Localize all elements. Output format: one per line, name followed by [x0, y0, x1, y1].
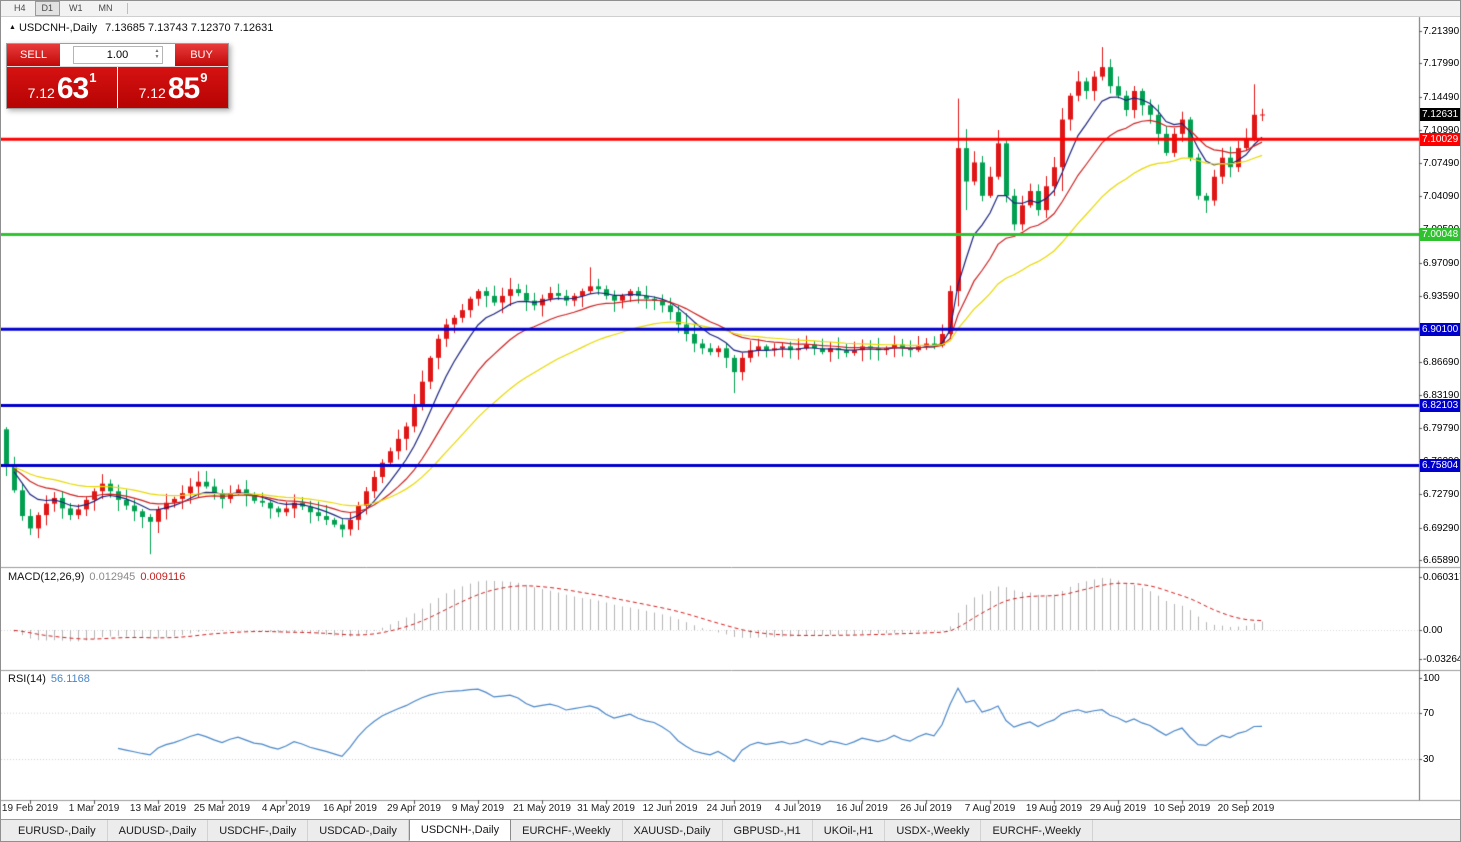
sell-price-superscript: 1 — [89, 70, 97, 85]
buy-price-big: 85 — [167, 72, 200, 105]
volume-down-arrow-icon[interactable]: ▼ — [154, 54, 160, 60]
chart-title: ▲ USDCNH-,Daily 7.13685 7.13743 7.12370 7.… — [9, 22, 273, 34]
volume-value: 1.00 — [106, 49, 129, 61]
period-button-h4[interactable]: H4 — [14, 3, 26, 13]
toolbar-divider — [126, 3, 128, 14]
chart-symbol-label: USDCNH-,Daily — [18, 22, 98, 34]
chart-tab-usdcad-daily[interactable]: USDCAD-,Daily — [308, 820, 409, 841]
chart-tab-audusd-daily[interactable]: AUDUSD-,Daily — [108, 820, 209, 841]
sell-price-big: 63 — [56, 72, 89, 105]
sell-button[interactable]: SELL — [7, 44, 60, 66]
chart-tab-eurchf-weekly[interactable]: EURCHF-,Weekly — [511, 820, 623, 841]
price-chart-canvas[interactable] — [1, 1, 1460, 821]
chart-ohlc-values: 7.13685 7.13743 7.12370 7.12631 — [105, 22, 274, 34]
period-button-d1[interactable]: D1 — [34, 1, 61, 16]
price-axis[interactable] — [1419, 17, 1460, 801]
chart-tab-usdcnh-daily[interactable]: USDCNH-,Daily — [408, 819, 512, 841]
rsi-value: 56.1168 — [50, 673, 90, 685]
rsi-name: RSI(14) — [8, 673, 46, 685]
macd-name: MACD(12,26,9) — [8, 571, 85, 583]
volume-input[interactable]: 1.00 ▲ ▼ — [72, 46, 163, 64]
chart-tab-ukoil-h1[interactable]: UKOil-,H1 — [813, 820, 886, 841]
chart-tab-bar: EURUSD-,Daily AUDUSD-,Daily USDCHF-,Daily U… — [1, 819, 1460, 841]
chart-tab-usdchf-daily[interactable]: USDCHF-,Daily — [208, 820, 309, 841]
rsi-indicator-label: RSI(14) 56.1168 — [8, 673, 90, 685]
buy-button[interactable]: BUY — [175, 44, 228, 66]
sell-price-display[interactable]: 7.12 63 1 — [7, 67, 117, 108]
sell-price-small: 7.12 — [27, 85, 55, 101]
period-button-mn[interactable]: MN — [98, 3, 113, 13]
collapse-triangle-icon[interactable]: ▲ — [9, 24, 16, 31]
macd-main-value: 0.012945 — [89, 571, 136, 583]
chart-tab-eurchf-weekly[interactable]: EURCHF-,Weekly — [981, 820, 1093, 841]
chart-tab-gbpusd-h1[interactable]: GBPUSD-,H1 — [723, 820, 813, 841]
macd-indicator-label: MACD(12,26,9) 0.012945 0.009116 — [8, 571, 185, 583]
buy-price-superscript: 9 — [200, 70, 208, 85]
one-click-trading-panel: SELL 1.00 ▲ ▼ BUY 7.12 63 1 7.12 85 9 — [6, 43, 229, 109]
timeframe-toolbar: H4 D1 W1 MN — [1, 1, 1460, 17]
volume-up-arrow-icon[interactable]: ▲ — [154, 48, 160, 54]
time-axis[interactable] — [1, 801, 1419, 821]
chart-tab-usdx-weekly[interactable]: USDX-,Weekly — [885, 820, 982, 841]
chart-tab-eurusd-daily[interactable]: EURUSD-,Daily — [7, 820, 108, 841]
macd-signal-value: 0.009116 — [140, 571, 186, 583]
chart-tab-xauusd-daily[interactable]: XAUUSD-,Daily — [623, 820, 723, 841]
buy-price-display[interactable]: 7.12 85 9 — [118, 67, 228, 108]
volume-spinner: ▲ ▼ — [155, 48, 160, 60]
volume-area: 1.00 ▲ ▼ — [60, 44, 175, 66]
buy-price-small: 7.12 — [138, 85, 166, 101]
period-button-w1[interactable]: W1 — [69, 3, 83, 13]
